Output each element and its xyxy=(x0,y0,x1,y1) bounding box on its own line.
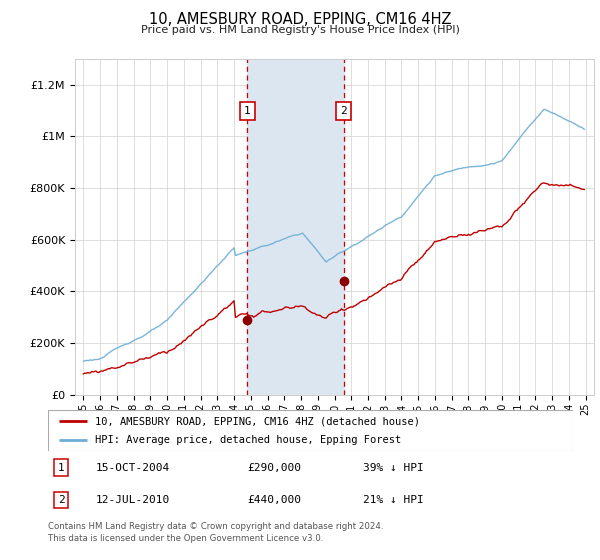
Text: 39% ↓ HPI: 39% ↓ HPI xyxy=(363,463,424,473)
Text: 2: 2 xyxy=(58,495,65,505)
Text: Contains HM Land Registry data © Crown copyright and database right 2024.
This d: Contains HM Land Registry data © Crown c… xyxy=(48,522,383,543)
FancyBboxPatch shape xyxy=(48,410,573,451)
Text: £440,000: £440,000 xyxy=(248,495,302,505)
Text: £290,000: £290,000 xyxy=(248,463,302,473)
Text: 21% ↓ HPI: 21% ↓ HPI xyxy=(363,495,424,505)
Text: Price paid vs. HM Land Registry's House Price Index (HPI): Price paid vs. HM Land Registry's House … xyxy=(140,25,460,35)
Text: 15-OCT-2004: 15-OCT-2004 xyxy=(95,463,170,473)
Text: HPI: Average price, detached house, Epping Forest: HPI: Average price, detached house, Eppi… xyxy=(95,435,401,445)
Text: 10, AMESBURY ROAD, EPPING, CM16 4HZ: 10, AMESBURY ROAD, EPPING, CM16 4HZ xyxy=(149,12,451,27)
Text: 1: 1 xyxy=(58,463,65,473)
Text: 12-JUL-2010: 12-JUL-2010 xyxy=(95,495,170,505)
Text: 10, AMESBURY ROAD, EPPING, CM16 4HZ (detached house): 10, AMESBURY ROAD, EPPING, CM16 4HZ (det… xyxy=(95,417,420,426)
Bar xyxy=(247,59,344,395)
Text: 2: 2 xyxy=(340,106,347,116)
Text: 1: 1 xyxy=(244,106,251,116)
